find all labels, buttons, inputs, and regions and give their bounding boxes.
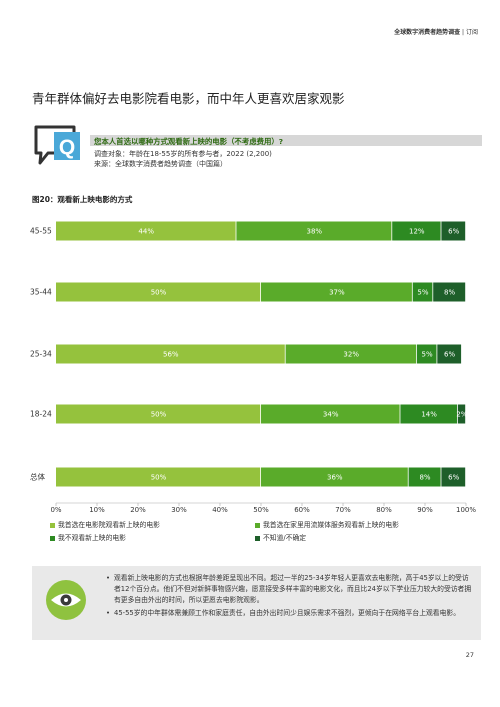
bar-segment — [416, 344, 437, 364]
eye-icon — [46, 580, 86, 620]
category-label: 总体 — [30, 472, 45, 482]
data-label: 38% — [307, 228, 323, 236]
data-label: 5% — [421, 351, 432, 359]
question-title-bar — [90, 135, 482, 146]
page-number: 27 — [465, 651, 474, 659]
data-label: 6% — [448, 228, 459, 236]
bar-segment — [261, 404, 400, 424]
x-tick-label: 70% — [335, 506, 351, 514]
insight-box: • 观看新上映电影的方式也根据年龄差距呈现出不同。超过一半的25-34岁年轻人更喜… — [32, 566, 481, 640]
data-label: 50% — [151, 411, 167, 419]
category-label: 25-34 — [30, 350, 52, 359]
question-icon-letter: Q — [59, 136, 75, 159]
data-label: 5% — [417, 289, 428, 297]
legend-item-no-watch: 我不观看新上映的电影 — [50, 532, 126, 542]
figure-title: 图20：观看新上映电影的方式 — [32, 195, 133, 204]
page-headline: 青年群体偏好去电影院看电影，而中年人更喜欢居家观影 — [32, 91, 345, 106]
x-tick-label: 50% — [253, 506, 269, 514]
header-separator: | — [462, 29, 465, 36]
bar-segment — [56, 282, 261, 302]
bar-segment — [400, 404, 457, 424]
legend-swatch-cinema — [50, 522, 55, 528]
bar-segment — [261, 282, 412, 302]
bar-segment — [433, 282, 466, 302]
x-tick-label: 20% — [130, 506, 146, 514]
respondents-note: 调查对象：年龄在18-55岁的所有参与者，2022 (2,200) — [94, 150, 272, 158]
report-header: 全球数字消费者趋势调查 | 订阅 — [394, 27, 478, 36]
bar-segment — [437, 344, 462, 364]
legend-label-unsure: 不知道/不确定 — [263, 534, 307, 542]
x-tick-label: 80% — [376, 506, 392, 514]
legend-item-cinema: 我首选在电影院观看新上映的电影 — [50, 519, 160, 529]
legend-item-unsure: 不知道/不确定 — [255, 532, 306, 542]
x-tick-label: 60% — [294, 506, 310, 514]
category-label: 35-44 — [30, 288, 52, 297]
data-label: 50% — [151, 474, 167, 482]
data-label: 6% — [448, 474, 459, 482]
source-note: 来源：全球数字消费者趋势调查（中国篇） — [94, 160, 227, 168]
legend-label-streaming: 我首选在家里用流媒体服务观看新上映的电影 — [263, 521, 399, 529]
x-tick-label: 10% — [89, 506, 105, 514]
question-bubble-icon: Q — [34, 125, 80, 165]
category-label: 45-55 — [30, 227, 52, 236]
survey-question-box: Q 您本人首选以哪种方式观看新上映的电影（不考虑费用）? 调查对象：年龄在18-… — [32, 123, 482, 169]
bar-segment — [261, 467, 408, 487]
legend-swatch-streaming — [255, 522, 260, 528]
legend-label-no-watch: 我不观看新上映的电影 — [58, 534, 126, 542]
bar-segment — [441, 221, 466, 241]
bar-segment — [412, 282, 433, 302]
report-name: 全球数字消费者趋势调查 — [394, 29, 461, 36]
data-label: 12% — [409, 228, 425, 236]
bar-segment — [285, 344, 416, 364]
data-label: 34% — [323, 411, 339, 419]
legend-label-cinema: 我首选在电影院观看新上映的电影 — [58, 521, 160, 529]
bar-segment — [56, 404, 261, 424]
data-label: 36% — [327, 474, 343, 482]
legend-swatch-no-watch — [50, 535, 55, 541]
question-title: 您本人首选以哪种方式观看新上映的电影（不考虑费用）? — [94, 136, 284, 146]
data-label: 37% — [329, 289, 345, 297]
bar-segment — [392, 221, 441, 241]
bar-segment — [56, 344, 285, 364]
bar-segment — [236, 221, 392, 241]
header-edition: 订阅 — [465, 29, 478, 36]
bar-segment — [56, 221, 236, 241]
data-label: 44% — [138, 228, 154, 236]
bar-segment — [56, 467, 261, 487]
legend-swatch-unsure — [255, 535, 260, 541]
data-label: 32% — [343, 351, 359, 359]
data-label: 8% — [444, 289, 455, 297]
insight-bullet-2: • 45-55岁的中年群体需兼顾工作和家庭责任，自由外出时间少且娱乐需求不强烈，更… — [106, 609, 460, 617]
data-label: 8% — [419, 474, 430, 482]
data-label: 6% — [444, 351, 455, 359]
data-label: 14% — [421, 411, 437, 419]
x-tick-label: 30% — [171, 506, 187, 514]
data-label: 50% — [151, 289, 167, 297]
stacked-bar-chart: 45-55 44% 38% 12% 6% 35-44 50% 37% 5% 8% 25-34 56% 3… — [30, 221, 476, 514]
data-label: 56% — [163, 351, 179, 359]
x-tick-label: 90% — [417, 506, 433, 514]
insight-bullet-1: • 观看新上映电影的方式也根据年龄差距呈现出不同。超过一半的25-34岁年轻人更喜… — [106, 574, 472, 604]
x-tick-label: 0% — [50, 506, 61, 514]
insight-text-2: 45-55岁的中年群体需兼顾工作和家庭责任，自由外出时间少且娱乐需求不强烈，更倾… — [114, 609, 460, 617]
x-tick-label: 40% — [212, 506, 228, 514]
bar-segment — [441, 467, 466, 487]
category-label: 18-24 — [30, 410, 52, 419]
data-label: 2% — [456, 411, 467, 419]
insight-text-1: 观看新上映电影的方式也根据年龄差距呈现出不同。超过一半的25-34岁年轻人更喜欢… — [114, 574, 472, 604]
x-tick-label: 100% — [456, 506, 476, 514]
bar-segment — [408, 467, 441, 487]
legend-item-streaming: 我首选在家里用流媒体服务观看新上映的电影 — [255, 519, 399, 529]
bar-segment — [457, 404, 466, 424]
